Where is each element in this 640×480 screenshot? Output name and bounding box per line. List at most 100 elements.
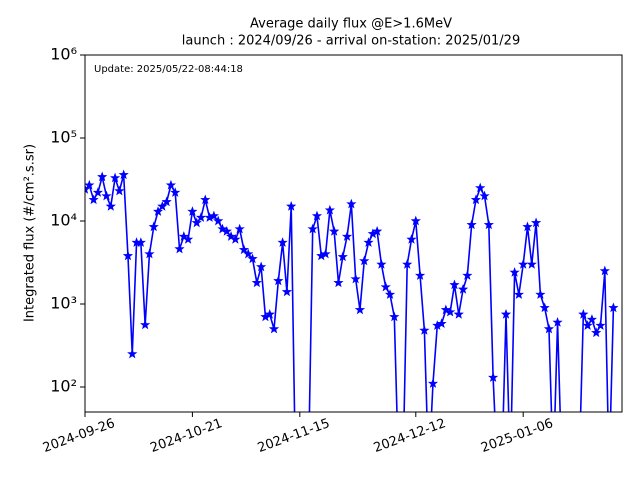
point-marker bbox=[268, 323, 280, 334]
point-marker bbox=[406, 234, 417, 244]
point-marker bbox=[101, 190, 112, 201]
point-marker bbox=[281, 286, 293, 297]
point-marker bbox=[488, 372, 499, 382]
point-marker bbox=[470, 194, 482, 205]
point-marker bbox=[479, 190, 490, 201]
point-marker bbox=[109, 172, 121, 183]
point-marker bbox=[256, 261, 267, 272]
point-marker bbox=[509, 267, 520, 277]
point-marker bbox=[402, 259, 413, 269]
point-marker bbox=[475, 182, 486, 193]
point-marker bbox=[122, 250, 134, 261]
point-marker bbox=[165, 179, 177, 190]
point-marker bbox=[466, 219, 477, 230]
point-marker bbox=[376, 259, 387, 269]
point-marker bbox=[277, 237, 288, 247]
point-marker bbox=[208, 210, 219, 221]
point-marker bbox=[449, 279, 460, 290]
point-marker bbox=[320, 248, 331, 259]
point-marker bbox=[114, 185, 125, 196]
point-marker bbox=[483, 219, 494, 230]
point-marker bbox=[238, 244, 250, 255]
point-marker bbox=[127, 348, 138, 359]
point-marker bbox=[135, 237, 146, 247]
point-marker bbox=[419, 325, 430, 335]
y-tick-label: 10³ bbox=[50, 294, 77, 313]
point-marker bbox=[608, 302, 619, 313]
point-marker bbox=[552, 317, 563, 327]
point-marker bbox=[170, 187, 181, 197]
point-marker bbox=[234, 223, 245, 234]
point-marker bbox=[105, 201, 116, 211]
annotation: Update: 2025/05/22-08:44:18 bbox=[94, 64, 243, 75]
plot-area bbox=[85, 169, 619, 412]
point-marker bbox=[85, 179, 95, 190]
point-marker bbox=[341, 231, 353, 241]
point-marker bbox=[539, 302, 550, 313]
point-marker bbox=[578, 309, 589, 319]
series-line bbox=[85, 174, 615, 412]
y-tick-label: 10² bbox=[50, 377, 77, 396]
point-marker bbox=[591, 327, 602, 338]
point-marker bbox=[251, 277, 262, 288]
point-marker bbox=[522, 221, 533, 232]
point-marker bbox=[535, 289, 546, 299]
point-marker bbox=[427, 378, 439, 388]
point-marker bbox=[174, 243, 185, 254]
point-marker bbox=[217, 223, 228, 234]
point-marker bbox=[140, 319, 151, 330]
point-marker bbox=[118, 169, 129, 180]
point-marker bbox=[161, 196, 172, 207]
point-marker bbox=[200, 194, 211, 205]
point-marker bbox=[178, 231, 189, 241]
point-marker bbox=[264, 309, 275, 319]
point-marker bbox=[363, 237, 374, 247]
point-marker bbox=[307, 223, 318, 234]
point-marker bbox=[354, 304, 366, 315]
point-marker bbox=[221, 226, 232, 236]
point-marker bbox=[92, 187, 103, 197]
point-marker bbox=[152, 206, 164, 216]
point-marker bbox=[333, 277, 344, 288]
point-marker bbox=[148, 221, 159, 232]
point-marker bbox=[273, 275, 284, 286]
point-marker bbox=[599, 265, 610, 276]
point-marker bbox=[88, 194, 99, 205]
point-marker bbox=[225, 231, 237, 241]
point-marker bbox=[97, 171, 108, 182]
point-marker bbox=[243, 248, 254, 259]
point-marker bbox=[247, 253, 258, 264]
point-marker bbox=[311, 210, 323, 221]
y-tick-label: 10⁶ bbox=[50, 45, 77, 64]
point-marker bbox=[453, 309, 464, 319]
point-marker bbox=[389, 311, 400, 322]
point-marker bbox=[500, 309, 512, 319]
chart-title: Average daily flux @E>1.6MeV bbox=[250, 17, 452, 32]
point-marker bbox=[582, 320, 593, 330]
point-marker bbox=[384, 289, 396, 299]
point-marker bbox=[187, 206, 198, 216]
point-marker bbox=[230, 234, 241, 244]
point-marker bbox=[157, 201, 168, 211]
point-marker bbox=[183, 234, 194, 244]
point-marker bbox=[595, 320, 606, 330]
point-marker bbox=[526, 259, 537, 269]
point-marker bbox=[457, 284, 469, 294]
point-marker bbox=[324, 204, 335, 215]
point-marker bbox=[586, 314, 598, 324]
y-axis-label: Integrated flux (#/cm².s.sr) bbox=[23, 144, 38, 322]
plot-frame bbox=[84, 54, 623, 413]
point-marker bbox=[440, 304, 451, 315]
point-marker bbox=[410, 215, 421, 226]
point-marker bbox=[518, 259, 529, 269]
point-marker bbox=[513, 289, 524, 299]
point-marker bbox=[543, 323, 555, 334]
point-marker bbox=[436, 318, 447, 328]
point-marker bbox=[445, 306, 456, 317]
point-marker bbox=[213, 215, 224, 226]
point-marker bbox=[337, 251, 348, 262]
point-marker bbox=[359, 255, 370, 266]
y-tick-label: 10⁵ bbox=[50, 128, 77, 147]
point-marker bbox=[144, 248, 155, 259]
point-marker bbox=[286, 201, 297, 211]
